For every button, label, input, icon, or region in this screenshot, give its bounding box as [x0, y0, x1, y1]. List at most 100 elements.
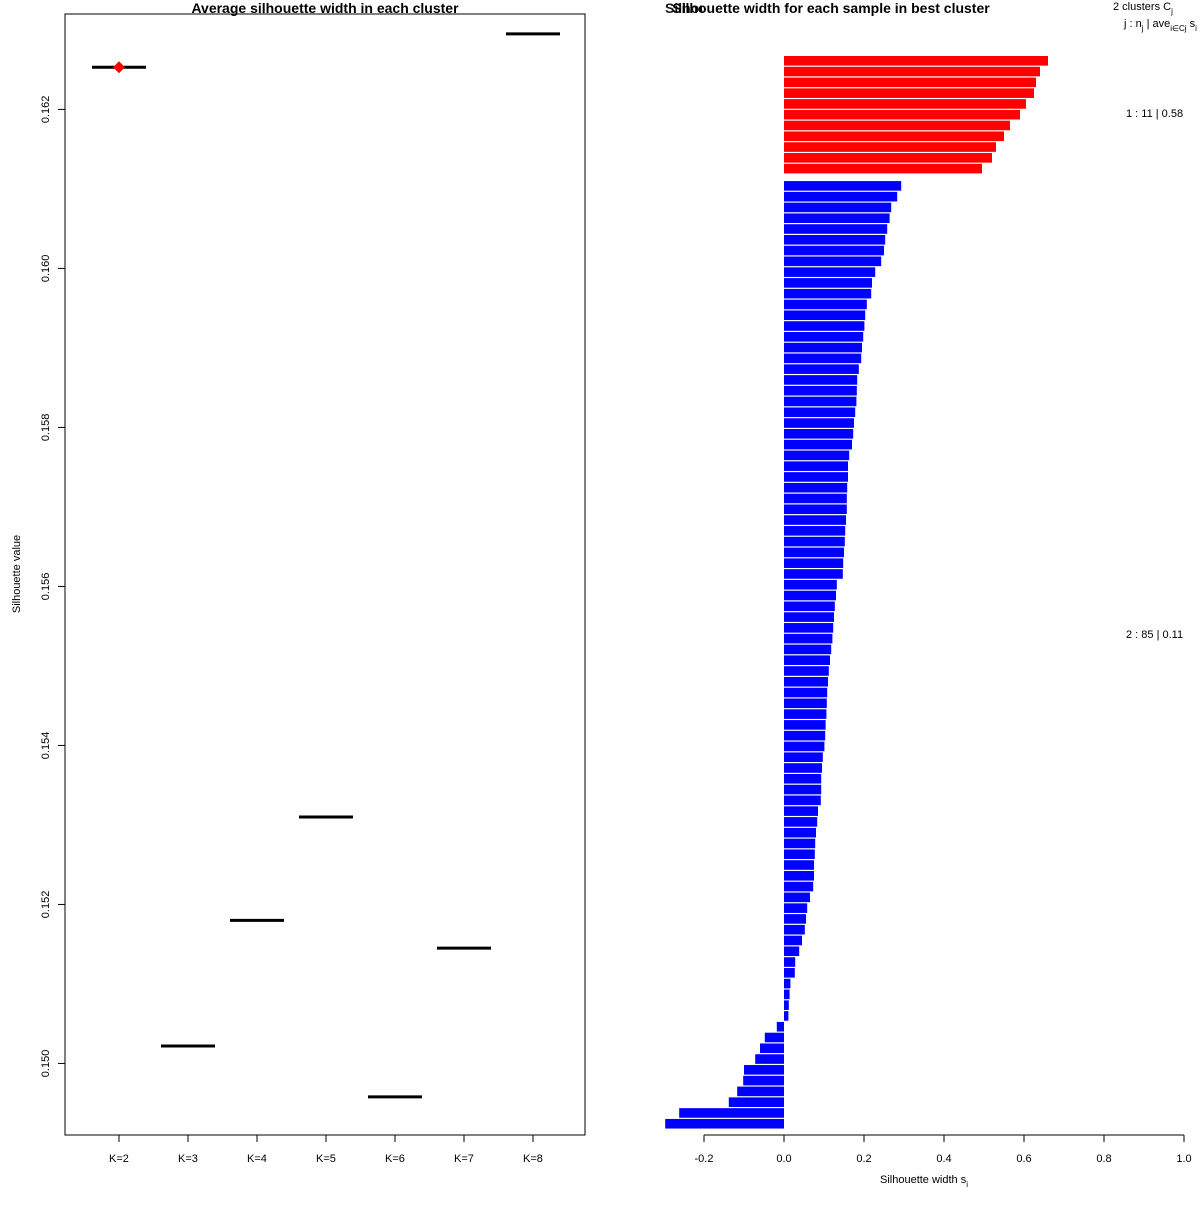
silhouette-bar-c2-14	[784, 321, 865, 331]
silhouette-bar-c2-31	[784, 504, 847, 515]
silhouette-bar-c1-10	[784, 153, 992, 163]
best-k-marker	[113, 61, 125, 74]
silhouette-bar-c2-13	[784, 310, 866, 321]
silhouette-bar-c2-72	[784, 946, 800, 957]
silhouette-bar-c2-65	[784, 871, 814, 881]
right-x-axis-label-sub: i	[966, 1180, 968, 1189]
silhouette-bar-c2-30	[784, 493, 847, 504]
right-x-tick-label-5: 0.8	[1096, 1153, 1111, 1165]
silhouette-bar-c2-2	[784, 191, 898, 202]
silhouette-bar-c2-17	[784, 353, 862, 364]
silhouette-bar-c2-88	[665, 1118, 784, 1129]
silhouette-bar-c2-78	[784, 1011, 789, 1021]
silhouette-bar-c2-80	[764, 1032, 784, 1043]
silhouette-bar-c2-19	[784, 375, 858, 385]
silhouette-bar-c2-49	[784, 698, 827, 709]
silhouette-bar-c2-77	[784, 1000, 789, 1010]
silhouette-bar-c2-24	[784, 429, 854, 439]
silhouette-bar-c2-83	[744, 1065, 784, 1075]
legend-header-main-sub: j	[1170, 7, 1173, 16]
left-y-tick-label-3: 0.156	[40, 573, 52, 601]
right-x-tick-label-6: 1.0	[1176, 1153, 1191, 1165]
silhouette-bar-c2-42	[784, 623, 834, 633]
left-x-tick-label-3: K=5	[316, 1153, 336, 1165]
left-chart-marks	[92, 32, 560, 1099]
silhouette-bar-c2-56	[784, 773, 822, 784]
legend-header-main: 2 clusters Cj	[1113, 1, 1173, 16]
right-x-tick-label-4: 0.6	[1016, 1153, 1031, 1165]
left-y-tick-label-2: 0.154	[40, 732, 52, 760]
silhouette-bar-c2-85	[737, 1086, 784, 1097]
silhouette-bar-c2-41	[784, 612, 834, 622]
silhouette-bar-c2-64	[784, 860, 814, 870]
silhouette-bar-c2-9	[784, 267, 876, 277]
silhouette-bar-c2-46	[784, 666, 829, 676]
right-x-tick-label-1: 0.0	[776, 1153, 791, 1165]
silhouette-bar-c2-29	[784, 482, 848, 493]
silhouette-bar-c2-73	[784, 957, 796, 967]
silhouette-bar-c2-79	[776, 1021, 784, 1032]
silhouette-bar-c2-37	[784, 569, 843, 579]
silhouette-bar-c2-84	[743, 1075, 784, 1086]
right-chart-bars	[665, 56, 1048, 1129]
silhouette-bar-c2-45	[784, 655, 830, 665]
silhouette-bar-c2-67	[784, 892, 810, 903]
left-y-tick-label-0: 0.150	[40, 1050, 52, 1078]
legend-cluster-2: 2 : 85 | 0.11	[1126, 629, 1183, 641]
left-y-tick-label-1: 0.152	[40, 891, 52, 919]
silhouette-bar-c2-60	[784, 817, 818, 827]
silhouette-bar-c2-10	[784, 278, 872, 288]
silhouette-bar-c2-52	[784, 730, 826, 741]
silhouette-bar-c2-25	[784, 439, 852, 450]
left-x-tick-label-6: K=8	[523, 1153, 543, 1165]
legend-header-main-text: 2 clusters C	[1113, 1, 1171, 13]
silhouette-bar-c2-81	[760, 1043, 784, 1054]
silhouette-bar-c1-8	[784, 131, 1004, 142]
silhouette-bar-c2-75	[784, 978, 791, 989]
silhouette-bar-c2-20	[784, 385, 857, 396]
silhouette-bar-c2-86	[728, 1097, 784, 1107]
silhouette-bar-c2-21	[784, 396, 857, 407]
silhouette-bar-c2-28	[784, 472, 848, 482]
legend-header-detail-mid: | ave	[1144, 18, 1171, 30]
silhouette-bar-c2-11	[784, 288, 872, 299]
silhouette-bar-c2-40	[784, 601, 835, 612]
right-x-axis-label-main: Silhouette width s	[880, 1174, 967, 1186]
silhouette-bar-c2-12	[784, 299, 867, 310]
silhouette-bar-c2-16	[784, 342, 862, 353]
silhouette-bar-c2-44	[784, 644, 832, 655]
silhouette-bar-c2-6	[784, 234, 886, 245]
silhouette-bar-c2-57	[784, 784, 822, 795]
silhouette-bar-c2-48	[784, 687, 828, 698]
silhouette-bar-c2-32	[784, 515, 846, 525]
silhouette-bar-c2-54	[784, 752, 823, 763]
right-x-tick-label-3: 0.4	[936, 1153, 951, 1165]
silhouette-bar-c2-62	[784, 838, 816, 849]
left-y-tick-label-6: 0.162	[40, 96, 52, 124]
silhouette-bar-c2-53	[784, 741, 825, 752]
silhouette-bar-c2-55	[784, 763, 822, 773]
legend-header-detail-sub1: j	[1141, 24, 1144, 33]
silhouette-bar-c2-39	[784, 590, 836, 601]
left-y-tick-label-5: 0.160	[40, 255, 52, 283]
silhouette-bar-c2-50	[784, 709, 827, 719]
silhouette-bar-c2-36	[784, 558, 844, 568]
left-y-axis-label: Silhouette value	[11, 535, 23, 613]
silhouette-bar-c2-82	[755, 1054, 784, 1064]
left-y-tick-label-4: 0.158	[40, 414, 52, 442]
silhouette-bar-c2-33	[784, 526, 846, 536]
silhouette-bar-c2-74	[784, 968, 795, 978]
silhouette-bar-c1-1	[784, 56, 1048, 66]
silhouette-bar-c2-69	[784, 914, 806, 924]
legend-header-detail-sub2: i∈Cj	[1170, 24, 1187, 33]
silhouette-bar-c2-87	[679, 1108, 784, 1118]
silhouette-bar-c1-6	[784, 109, 1020, 120]
left-x-tick-label-1: K=3	[178, 1153, 198, 1165]
silhouette-bar-c2-70	[784, 924, 805, 935]
silhouette-bar-c2-35	[784, 547, 844, 558]
silhouette-bar-c1-7	[784, 120, 1010, 131]
silhouette-bar-c1-3	[784, 77, 1036, 88]
legend-header-detail-end-sub: i	[1195, 24, 1197, 33]
